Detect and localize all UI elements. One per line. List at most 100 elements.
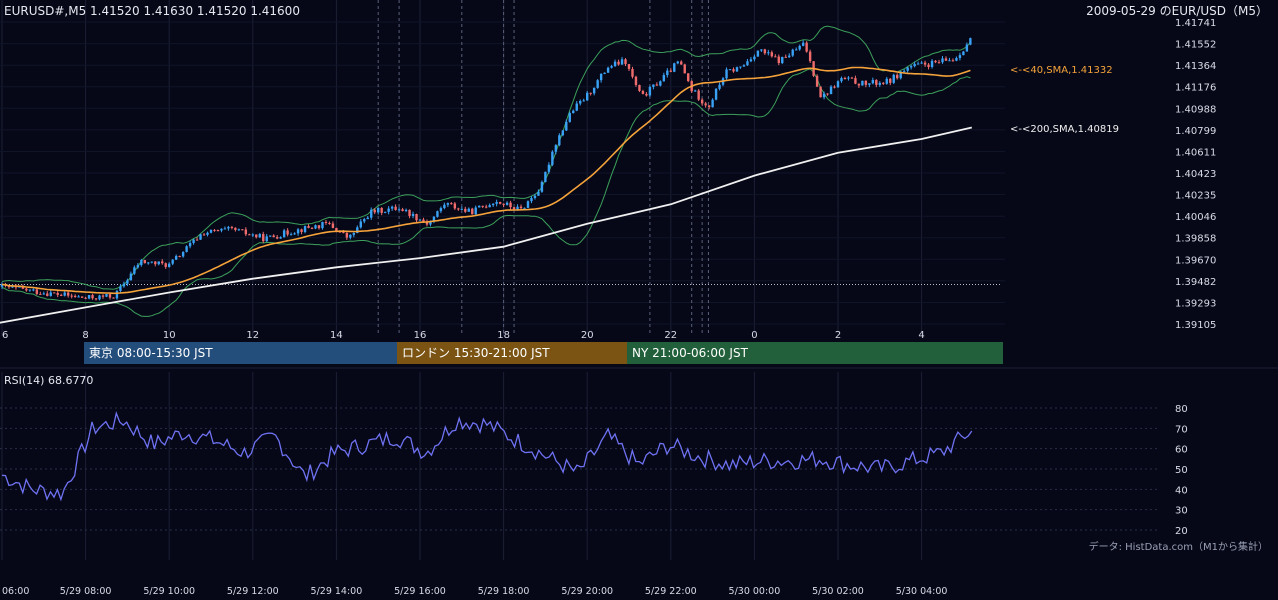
sma40-line	[1, 66, 971, 295]
candle-body	[840, 77, 843, 82]
candle-body	[185, 246, 188, 252]
bottom-time-label: 06:00	[2, 586, 29, 597]
candlesticks	[0, 37, 972, 301]
candle-body	[349, 234, 352, 238]
bottom-time-label: 5/29 20:00	[561, 586, 613, 597]
candle-body	[460, 208, 463, 210]
candle-body	[923, 62, 927, 65]
candle-body	[767, 52, 770, 54]
candle-body	[143, 260, 147, 264]
candle-body	[296, 229, 300, 234]
candle-body	[902, 70, 906, 72]
candle-body	[56, 292, 59, 295]
candle-body	[206, 232, 209, 235]
rsi-tick-label: 20	[1175, 526, 1188, 537]
candle-body	[704, 103, 707, 106]
candle-body	[864, 80, 868, 85]
candle-body	[25, 288, 28, 291]
candle-body	[683, 64, 686, 74]
candle-body	[147, 262, 150, 264]
candle-body	[833, 86, 836, 88]
price-tick-label: 1.40799	[1175, 126, 1216, 137]
candle-body	[920, 62, 923, 64]
time-tick-label: 0	[751, 330, 757, 341]
bottom-time-label: 5/30 00:00	[729, 586, 781, 597]
sma40-label: <-<40,SMA,1.41332	[1010, 65, 1113, 76]
candle-body	[558, 135, 561, 146]
candle-body	[540, 181, 544, 192]
candle-body	[634, 76, 638, 85]
candle-body	[955, 58, 958, 61]
candle-body	[234, 227, 237, 230]
candle-body	[359, 221, 362, 228]
candle-body	[502, 203, 505, 205]
candle-body	[606, 67, 610, 73]
rsi-line	[1, 410, 973, 502]
candle-body	[293, 233, 296, 235]
candle-body	[439, 208, 443, 212]
candle-body	[756, 50, 760, 57]
candle-body	[53, 292, 56, 294]
candle-body	[707, 105, 711, 108]
candle-body	[467, 208, 470, 212]
candle-body	[662, 75, 666, 82]
price-tick-label: 1.40423	[1175, 169, 1216, 180]
price-tick-label: 1.39105	[1175, 320, 1216, 331]
candle-body	[363, 219, 366, 222]
candle-body	[732, 69, 735, 72]
candle-body	[237, 229, 241, 231]
bottom-time-label: 5/29 10:00	[143, 586, 195, 597]
candle-body	[251, 234, 254, 236]
rsi-tick-label: 30	[1175, 506, 1188, 517]
candle-body	[652, 84, 655, 87]
axes: 1.41741 1.41552 1.41364 1.41176 1.40988 1.407…	[2, 18, 1216, 597]
rsi-tick-label: 60	[1175, 445, 1188, 456]
candle-body	[42, 293, 45, 295]
moving-averages	[0, 66, 973, 324]
candle-body	[878, 82, 881, 85]
candle-body	[161, 261, 164, 264]
candle-body	[801, 42, 805, 46]
candle-body	[795, 49, 798, 51]
candle-body	[404, 209, 408, 211]
candle-body	[742, 65, 746, 67]
candle-body	[896, 74, 899, 79]
candle-body	[63, 292, 66, 296]
candle-body	[624, 59, 627, 65]
candle-body	[822, 93, 826, 98]
candle-body	[209, 229, 213, 233]
time-tick-label: 20	[581, 330, 594, 341]
candle-body	[735, 67, 739, 72]
candle-body	[791, 49, 794, 56]
candle-body	[523, 207, 526, 209]
candle-body	[450, 203, 453, 205]
candle-body	[711, 99, 714, 108]
candle-body	[798, 45, 801, 50]
candle-body	[272, 235, 275, 238]
candle-body	[659, 81, 662, 86]
candle-body	[387, 208, 390, 212]
candle-body	[21, 286, 25, 289]
candle-body	[380, 207, 383, 213]
candle-body	[94, 298, 98, 300]
candle-body	[586, 92, 589, 101]
candle-body	[579, 100, 582, 104]
candle-body	[157, 261, 160, 265]
candle-body	[826, 93, 829, 95]
candle-body	[739, 66, 742, 68]
candle-body	[631, 68, 634, 77]
session-ny: NY 21:00-06:00 JST	[627, 342, 1003, 364]
candle-body	[126, 280, 129, 284]
candle-body	[610, 66, 613, 68]
time-tick-label: 4	[918, 330, 924, 341]
candle-body	[645, 93, 648, 96]
candle-body	[746, 61, 749, 66]
candle-body	[300, 229, 303, 232]
candle-body	[279, 237, 282, 239]
candle-body	[627, 64, 631, 69]
candle-body	[561, 130, 565, 136]
data-credit: データ: HistData.com（M1から集計）	[1089, 540, 1268, 553]
candle-body	[599, 73, 603, 81]
time-tick-label: 12	[246, 330, 259, 341]
candle-body	[596, 80, 599, 88]
